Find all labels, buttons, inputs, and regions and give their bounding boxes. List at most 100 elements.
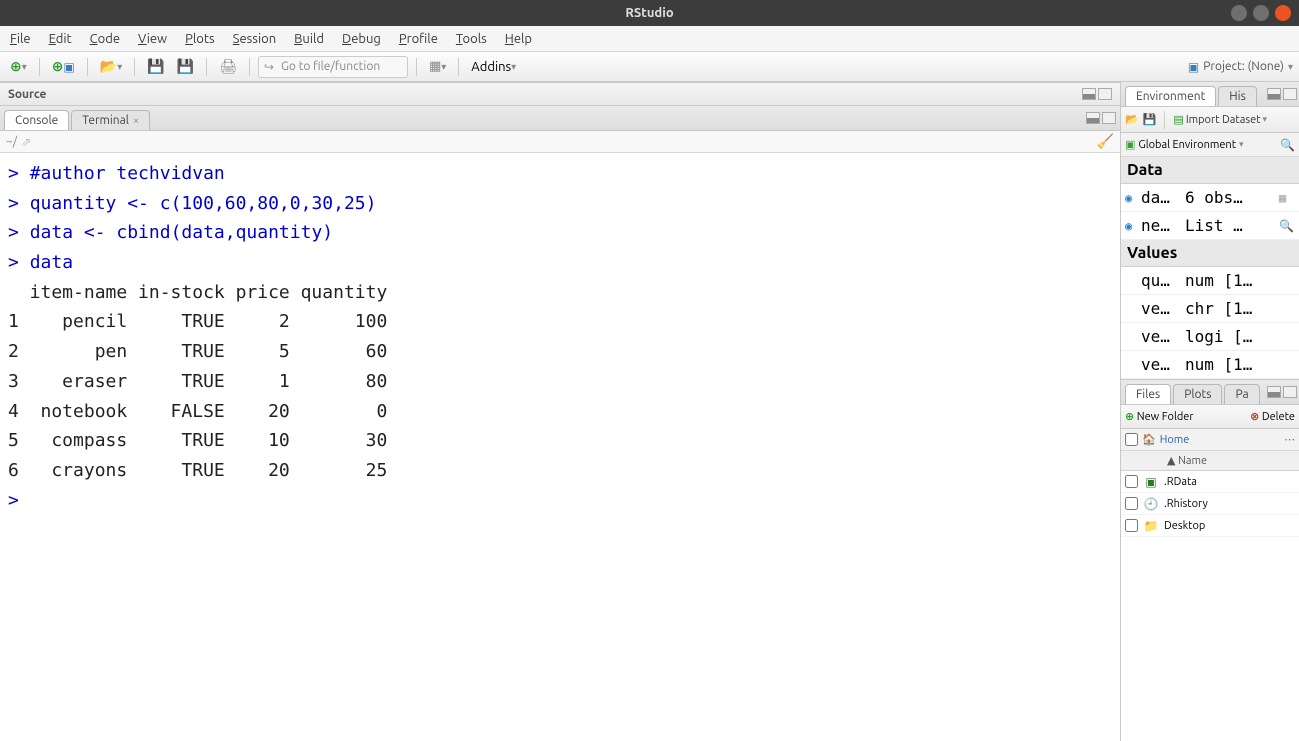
folder-icon: 📁 [1144,519,1158,533]
env-var-name: qu… [1141,271,1183,290]
save-all-button[interactable]: 💾 [173,56,198,78]
menu-edit[interactable]: Edit [49,32,72,46]
menu-view[interactable]: View [138,32,167,46]
grid-view-button[interactable]: ▦▾ [425,56,450,78]
menu-bar: File Edit Code View Plots Session Build … [0,26,1299,52]
env-variable-row[interactable]: ◉da…6 obs…▦ [1121,184,1299,212]
window-maximize-button[interactable] [1253,5,1269,21]
env-maximize-icon[interactable] [1283,88,1297,100]
environment-scope-bar: ▣ Global Environment ▾ 🔍 [1121,133,1299,157]
file-checkbox[interactable] [1125,475,1138,488]
files-tabs: Files Plots Pa [1121,380,1299,405]
files-header: ▲ Name [1121,451,1299,471]
source-minimize-icon[interactable] [1082,88,1096,100]
close-icon[interactable]: × [133,115,139,127]
files-minimize-icon[interactable] [1267,386,1281,398]
env-minimize-icon[interactable] [1267,88,1281,100]
env-var-value: 6 obs… [1183,188,1279,207]
tab-packages[interactable]: Pa [1224,384,1259,404]
print-button[interactable]: 🖨 [215,56,241,78]
data-expand-icon[interactable]: ◉ [1125,219,1141,233]
save-button[interactable]: 💾 [143,56,168,78]
files-maximize-icon[interactable] [1283,386,1297,398]
menu-build[interactable]: Build [294,32,324,46]
new-project-button[interactable]: ⊕▣ [48,56,79,78]
env-var-value: logi [… [1183,327,1295,346]
window-title: RStudio [625,6,673,20]
window-close-button[interactable] [1275,5,1291,21]
env-var-name: ne… [1141,216,1183,235]
menu-session[interactable]: Session [233,32,276,46]
console-clear-icon[interactable]: 🧹 [1097,133,1114,150]
window-minimize-button[interactable] [1231,5,1247,21]
addins-menu[interactable]: Addins ▾ [467,56,520,78]
env-variable-row[interactable]: ve…chr [1… [1121,295,1299,323]
environment-body: Data◉da…6 obs…▦◉ne…List …🔍Valuesqu…num [… [1121,157,1299,379]
env-var-name: da… [1141,188,1183,207]
file-name: .Rhistory [1164,498,1208,510]
source-maximize-icon[interactable] [1098,88,1112,100]
file-checkbox[interactable] [1125,497,1138,510]
tab-history[interactable]: His [1218,86,1257,106]
console-minimize-icon[interactable] [1086,112,1100,124]
console-working-dir: ~/ [6,135,17,148]
files-name-header[interactable]: ▲ Name [1149,454,1299,467]
menu-help[interactable]: Help [505,32,532,46]
goto-file-input[interactable]: Go to file/function [258,56,408,78]
grid-view-icon[interactable]: ▦ [1279,191,1295,205]
menu-debug[interactable]: Debug [342,32,381,46]
files-toolbar: ⊕ New Folder ⊗ Delete [1121,405,1299,429]
project-selector[interactable]: ▣ Project: (None) ▾ [1188,60,1293,74]
files-breadcrumb: 🏠 Home ⋯ [1121,429,1299,451]
file-row[interactable]: ▣.RData [1121,471,1299,493]
menu-file[interactable]: File [10,32,31,46]
data-expand-icon[interactable]: ◉ [1125,191,1141,205]
import-dataset-button[interactable]: ▤ Import Dataset ▾ [1173,113,1267,126]
source-pane-header: Source [0,82,1120,106]
file-name: .RData [1164,476,1197,488]
home-link[interactable]: Home [1160,434,1190,446]
env-var-value: List … [1183,216,1279,235]
file-name: Desktop [1164,520,1205,532]
menu-plots[interactable]: Plots [185,32,215,46]
tab-plots[interactable]: Plots [1173,384,1222,404]
env-search-icon[interactable]: 🔍 [1280,138,1295,152]
tab-console[interactable]: Console [4,110,69,130]
env-section-header: Values [1121,240,1299,267]
menu-profile[interactable]: Profile [399,32,438,46]
env-variable-row[interactable]: ve…num [1… [1121,351,1299,379]
tab-environment[interactable]: Environment [1125,86,1216,106]
environment-toolbar: 📂 💾 ▤ Import Dataset ▾ [1121,107,1299,133]
file-row[interactable]: 📁 Desktop [1121,515,1299,537]
console-path-arrow-icon[interactable]: ⇗ [21,135,31,149]
console-tabs: Console Terminal× [0,106,1120,131]
menu-code[interactable]: Code [90,32,120,46]
file-checkbox[interactable] [1125,519,1138,532]
console-maximize-icon[interactable] [1102,112,1116,124]
environment-scope-selector[interactable]: ▣ Global Environment ▾ [1125,138,1244,151]
new-folder-button[interactable]: ⊕ New Folder [1125,410,1194,423]
env-variable-row[interactable]: ◉ne…List …🔍 [1121,212,1299,240]
env-var-value: num [1… [1183,355,1295,374]
new-file-button[interactable]: ⊕▾ [6,56,31,78]
history-icon: 🕘 [1144,497,1158,511]
delete-button[interactable]: ⊗ Delete [1250,410,1295,423]
tab-files[interactable]: Files [1125,384,1171,404]
home-icon[interactable]: 🏠 [1142,433,1156,446]
env-var-value: chr [1… [1183,299,1295,318]
env-open-icon[interactable]: 📂 [1125,113,1139,126]
env-save-icon[interactable]: 💾 [1143,113,1157,126]
source-pane-title: Source [8,88,46,101]
env-section-header: Data [1121,157,1299,184]
console-output[interactable]: > #author techvidvan > quantity <- c(100… [0,153,1120,741]
files-select-all-checkbox[interactable] [1125,433,1138,446]
inspect-icon[interactable]: 🔍 [1279,219,1295,233]
menu-tools[interactable]: Tools [456,32,487,46]
env-variable-row[interactable]: ve…logi [… [1121,323,1299,351]
files-more-icon[interactable]: ⋯ [1284,433,1295,446]
file-row[interactable]: 🕘 .Rhistory [1121,493,1299,515]
tab-terminal[interactable]: Terminal× [71,110,150,130]
main-toolbar: ⊕▾ ⊕▣ 📂▾ 💾 💾 🖨 Go to file/function ▦▾ Ad… [0,52,1299,82]
env-variable-row[interactable]: qu…num [1… [1121,267,1299,295]
open-file-button[interactable]: 📂▾ [96,56,126,78]
